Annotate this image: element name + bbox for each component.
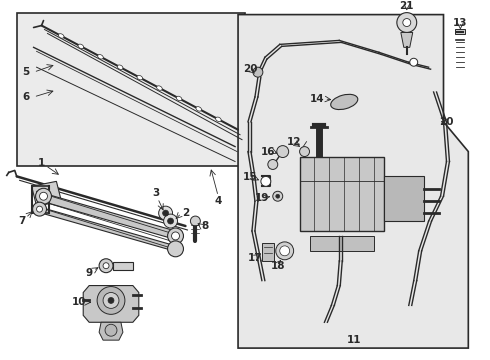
Circle shape (99, 259, 113, 273)
Text: 12: 12 (286, 137, 301, 147)
Circle shape (33, 202, 47, 216)
Polygon shape (83, 285, 139, 322)
Ellipse shape (58, 34, 64, 38)
Circle shape (36, 188, 51, 204)
Circle shape (397, 13, 416, 32)
Ellipse shape (216, 117, 221, 122)
Circle shape (261, 176, 271, 186)
Polygon shape (238, 15, 468, 348)
Circle shape (410, 58, 417, 66)
Circle shape (172, 232, 179, 240)
Text: 13: 13 (453, 18, 467, 28)
Ellipse shape (78, 44, 84, 49)
Text: 6: 6 (22, 92, 29, 102)
Circle shape (103, 263, 109, 269)
Circle shape (299, 147, 310, 157)
Ellipse shape (137, 75, 143, 80)
Polygon shape (310, 236, 374, 251)
Circle shape (103, 293, 119, 309)
Circle shape (97, 287, 125, 314)
Bar (17, 13, 245, 166)
Text: 19: 19 (255, 193, 269, 203)
Text: 14: 14 (310, 94, 325, 104)
Text: 18: 18 (270, 261, 285, 271)
Ellipse shape (98, 55, 103, 59)
Bar (113, 262, 133, 270)
Circle shape (268, 159, 278, 170)
Polygon shape (384, 176, 424, 221)
Circle shape (37, 206, 43, 212)
Circle shape (108, 297, 114, 303)
Ellipse shape (196, 107, 201, 111)
Polygon shape (32, 181, 61, 206)
Text: 11: 11 (347, 335, 362, 345)
Text: 2: 2 (182, 208, 189, 218)
Circle shape (163, 210, 169, 216)
Text: 9: 9 (86, 267, 93, 278)
Bar (262, 243, 274, 261)
Circle shape (164, 214, 177, 228)
Ellipse shape (176, 96, 182, 101)
Polygon shape (37, 206, 180, 253)
Ellipse shape (157, 86, 162, 90)
Text: 15: 15 (243, 172, 257, 183)
Circle shape (276, 242, 294, 260)
Circle shape (168, 218, 173, 224)
Circle shape (253, 67, 263, 77)
Text: 3: 3 (152, 188, 159, 198)
Text: 5: 5 (22, 67, 29, 77)
Bar (455, 30, 466, 35)
Circle shape (403, 19, 411, 27)
Circle shape (40, 192, 48, 200)
Text: 1: 1 (38, 158, 45, 168)
Circle shape (168, 241, 183, 257)
Circle shape (280, 246, 290, 256)
Text: 8: 8 (202, 221, 209, 231)
Circle shape (159, 206, 172, 220)
Text: 20: 20 (243, 64, 257, 74)
Polygon shape (99, 322, 123, 340)
Circle shape (273, 191, 283, 201)
Text: 20: 20 (439, 117, 454, 127)
Text: 16: 16 (261, 147, 275, 157)
Circle shape (168, 228, 183, 244)
Polygon shape (401, 32, 413, 48)
Ellipse shape (331, 94, 358, 109)
Polygon shape (37, 191, 180, 241)
Text: 10: 10 (72, 297, 87, 307)
Ellipse shape (117, 65, 123, 69)
Circle shape (191, 216, 200, 226)
Text: 4: 4 (215, 196, 222, 206)
Text: 21: 21 (399, 1, 414, 11)
Text: 7: 7 (18, 216, 25, 226)
Circle shape (277, 145, 289, 158)
Circle shape (276, 194, 280, 198)
Circle shape (105, 324, 117, 336)
Bar (299, 157, 384, 231)
Text: 17: 17 (247, 253, 262, 263)
